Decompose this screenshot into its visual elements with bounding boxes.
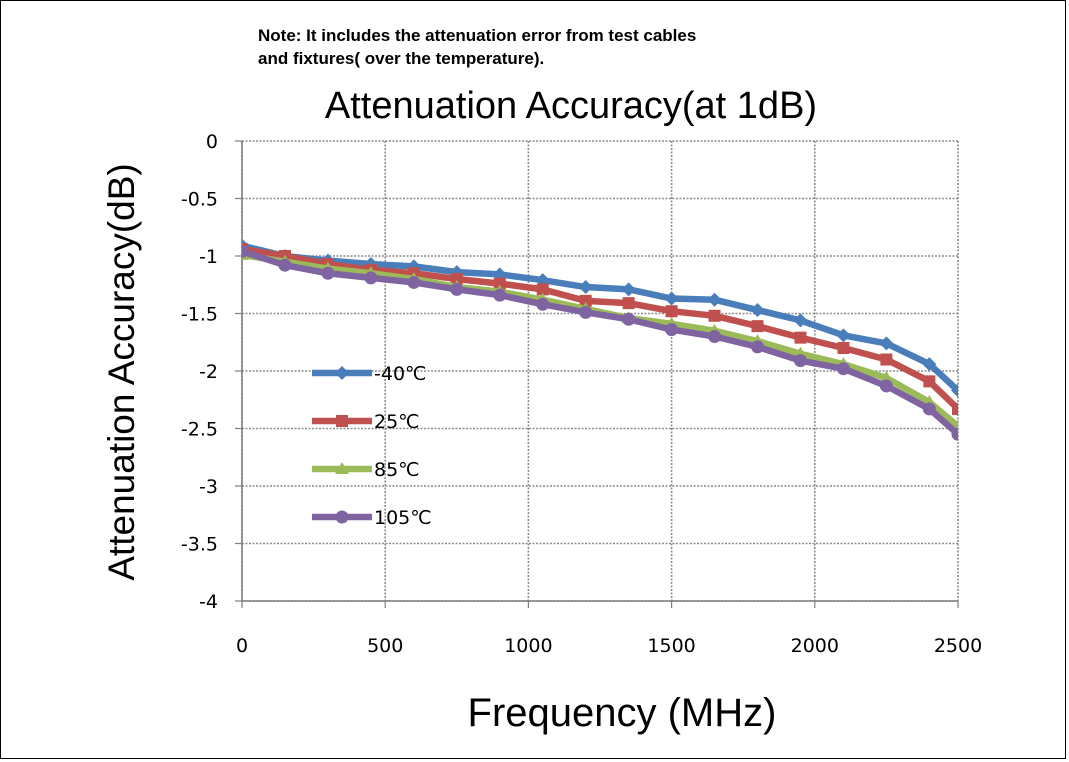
legend-marker xyxy=(335,462,349,474)
data-point xyxy=(450,273,463,285)
y-tick-label: -2.5 xyxy=(181,419,218,441)
series-line xyxy=(242,251,958,430)
data-point xyxy=(879,379,893,393)
data-point xyxy=(837,342,850,354)
x-tick-label: 1500 xyxy=(647,635,695,657)
data-point xyxy=(707,292,722,307)
y-tick-label: -3.5 xyxy=(181,534,218,556)
legend-marker xyxy=(335,366,349,380)
series-line xyxy=(242,245,958,413)
data-point xyxy=(836,328,851,343)
data-point xyxy=(493,277,506,290)
series-3 xyxy=(242,244,958,441)
data-point xyxy=(922,357,937,372)
data-point xyxy=(794,331,807,344)
data-point xyxy=(242,244,249,258)
series-line xyxy=(242,242,958,394)
data-point xyxy=(536,297,550,311)
data-point xyxy=(665,305,678,318)
data-point xyxy=(364,271,378,285)
y-tick-label: -1.5 xyxy=(181,304,218,326)
data-point xyxy=(879,336,894,351)
x-axis-label: Frequency (MHz) xyxy=(468,691,777,735)
data-point xyxy=(836,362,850,376)
series xyxy=(242,238,958,441)
y-tick-label: -3 xyxy=(199,476,218,498)
data-point xyxy=(621,282,636,297)
y-axis-label: Attenuation Accuracy(dB) xyxy=(101,163,142,581)
legend: -40℃ 25℃ 85℃ 105℃ xyxy=(312,363,432,529)
legend-label: 105℃ xyxy=(374,507,432,529)
data-point xyxy=(750,303,765,318)
data-point xyxy=(321,266,335,280)
y-tick-label: -2 xyxy=(199,361,218,383)
legend-label: 85℃ xyxy=(374,459,420,481)
data-point xyxy=(708,330,722,343)
chart-title: Attenuation Accuracy(at 1dB) xyxy=(325,85,817,127)
legend-item: 85℃ xyxy=(312,459,420,481)
chart-note: Note: It includes the attenuation error … xyxy=(258,24,958,70)
data-point xyxy=(751,320,764,333)
data-point xyxy=(664,291,679,306)
data-point xyxy=(793,354,807,368)
legend-marker xyxy=(336,415,348,427)
data-point xyxy=(407,275,421,289)
data-point xyxy=(708,309,721,322)
legend-label: -40℃ xyxy=(374,363,426,385)
axes: 0 -0.5 -1 -1.5 -2 -2.5 -3 -3.5 -4 0 500 1000 1500 200… xyxy=(181,131,982,657)
x-tick-label: 0 xyxy=(236,635,248,657)
y-tick-label: -0.5 xyxy=(181,189,218,211)
data-point xyxy=(923,375,936,388)
data-point xyxy=(880,353,893,366)
legend-marker xyxy=(335,510,349,524)
data-point xyxy=(951,383,958,398)
legend-item: 105℃ xyxy=(312,507,432,529)
series-line xyxy=(242,248,958,438)
data-point xyxy=(952,402,958,415)
legend-label: 25℃ xyxy=(374,411,420,433)
data-point xyxy=(278,258,292,272)
note-line-2: and fixtures( over the temperature). xyxy=(258,49,545,68)
data-point xyxy=(579,294,592,307)
x-tick-label: 1000 xyxy=(504,635,552,657)
x-tick-label: 500 xyxy=(367,635,403,657)
data-point xyxy=(879,370,894,383)
data-point xyxy=(493,288,507,302)
y-tick-label: -1 xyxy=(199,246,218,268)
data-point xyxy=(450,282,464,296)
legend-item: 25℃ xyxy=(312,411,420,433)
data-point xyxy=(578,280,593,295)
x-tick-label: 2000 xyxy=(791,635,839,657)
data-point xyxy=(622,312,636,326)
y-tick-label: -4 xyxy=(199,591,218,613)
data-point xyxy=(579,305,593,319)
data-point xyxy=(793,313,808,328)
note-line-1: Note: It includes the attenuation error … xyxy=(258,26,697,45)
x-tick-label: 2500 xyxy=(934,635,982,657)
data-point xyxy=(751,340,765,354)
data-point xyxy=(922,402,936,416)
legend-item: -40℃ xyxy=(312,363,426,385)
data-point xyxy=(622,297,635,310)
data-point xyxy=(951,427,958,441)
data-point xyxy=(536,283,549,296)
y-tick-label: 0 xyxy=(206,131,218,153)
data-point xyxy=(665,323,679,337)
